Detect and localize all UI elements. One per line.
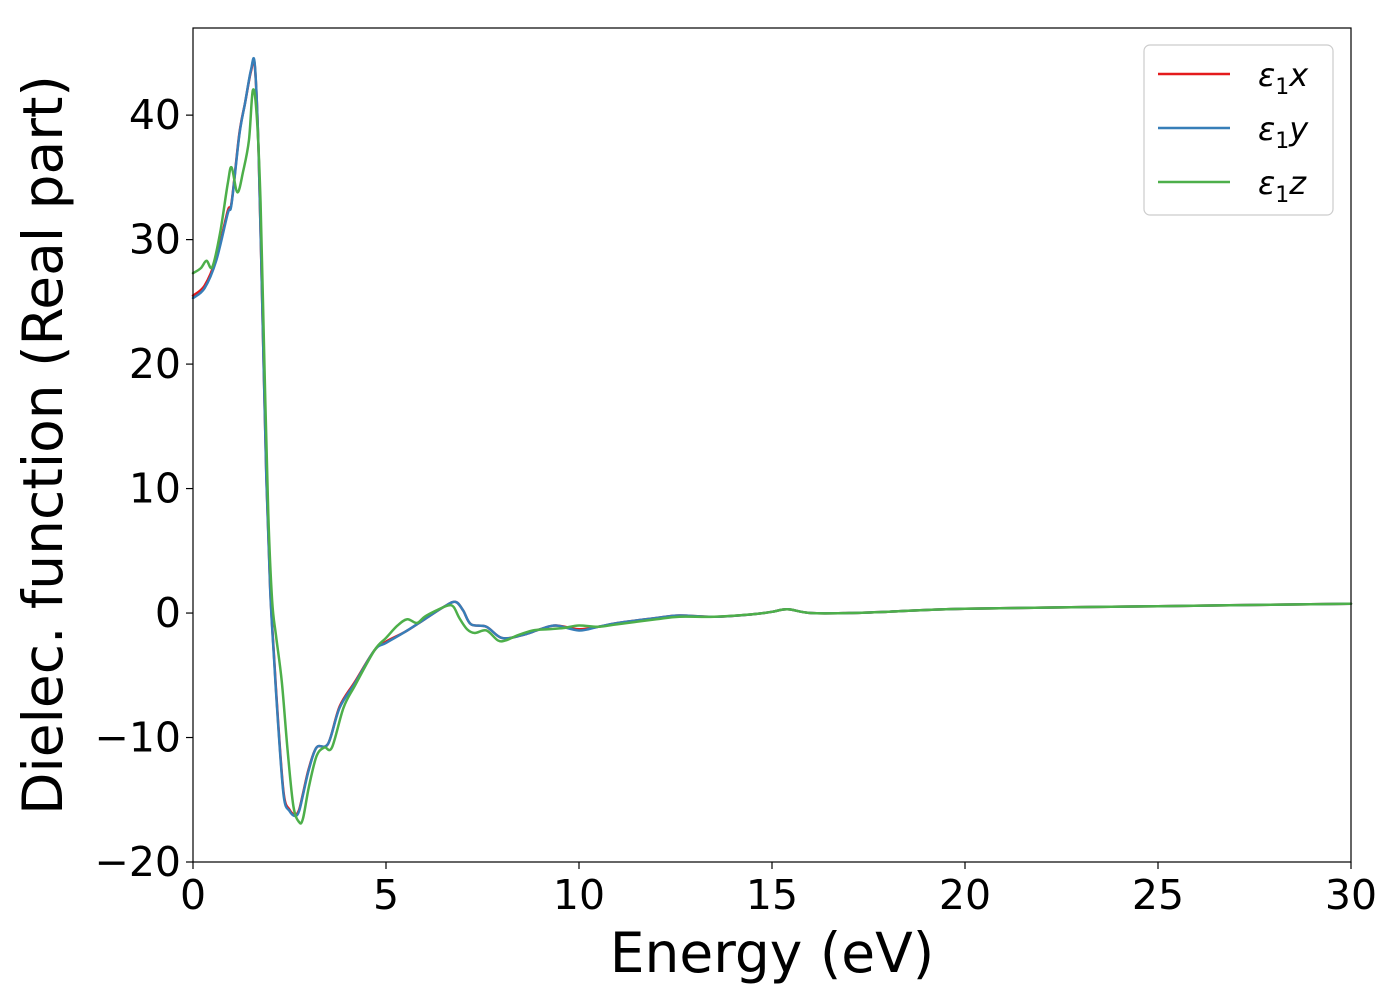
y-tick-label: 0 (155, 589, 181, 637)
legend: ε1x ε1y ε1z (1143, 44, 1334, 216)
legend-label-y: ε1y (1258, 110, 1309, 154)
x-tick-label: 10 (553, 871, 605, 919)
x-tick-label: 0 (180, 871, 206, 919)
y-tick-label: 30 (129, 216, 181, 264)
x-tick-label: 20 (939, 871, 991, 919)
y-axis: −20 −10 0 10 20 30 40 (94, 91, 193, 886)
x-axis-label: Energy (eV) (610, 921, 934, 985)
x-tick-label: 5 (373, 871, 399, 919)
series-layer (191, 57, 1353, 825)
y-tick-label: 40 (129, 91, 181, 139)
y-axis-label: Dielec. function (Real part) (11, 75, 75, 815)
legend-box (1143, 44, 1334, 216)
legend-label-z: ε1z (1258, 164, 1307, 208)
x-tick-label: 30 (1325, 871, 1377, 919)
x-tick-label: 15 (746, 871, 798, 919)
y-tick-label: 20 (129, 340, 181, 388)
x-tick-label: 25 (1132, 871, 1184, 919)
x-axis: 0 5 10 15 20 25 30 (180, 862, 1377, 919)
y-tick-label: −20 (94, 838, 181, 886)
series-line-z (191, 88, 1353, 825)
legend-label-x: ε1x (1258, 56, 1309, 100)
y-tick-label: −10 (94, 714, 181, 762)
y-tick-label: 10 (129, 465, 181, 513)
